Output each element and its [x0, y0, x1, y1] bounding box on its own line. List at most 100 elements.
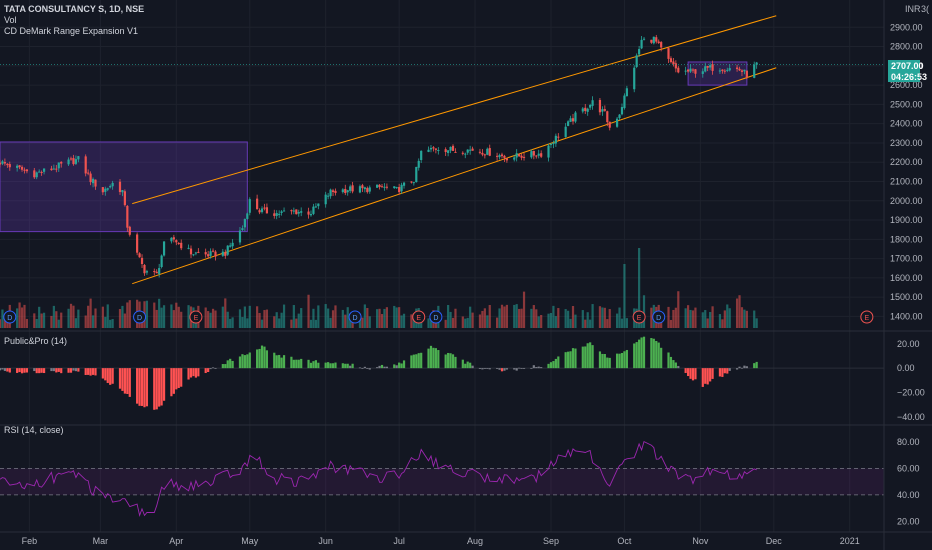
volume-bar	[451, 317, 455, 328]
candle-body	[57, 162, 60, 169]
public-pro-bar	[755, 361, 758, 369]
public-pro-bar	[324, 362, 327, 369]
public-pro-bar	[674, 362, 677, 369]
price-tick-label: 1600.00	[890, 273, 923, 283]
public-pro-legend[interactable]: Public&Pro (14)	[4, 336, 68, 346]
candlesticks	[0, 34, 758, 278]
public-pro-bar	[361, 368, 364, 369]
public-pro-bar	[207, 368, 210, 373]
candle-body	[258, 210, 261, 213]
candle-body	[451, 145, 455, 151]
candle-body	[498, 155, 501, 158]
candle-body	[121, 190, 124, 193]
candle-body	[292, 210, 295, 212]
volume-bar	[162, 305, 166, 328]
public-pro-bar	[689, 368, 692, 379]
price-axis[interactable]: 1400.00 1500.00 1600.00 1700.00 1800.00 1900.…	[890, 22, 923, 321]
trend-channel[interactable]	[132, 15, 777, 285]
volume-bar	[295, 318, 298, 328]
candle-body	[540, 153, 543, 157]
volume-bar	[246, 318, 249, 328]
public-pro-bar	[513, 368, 516, 370]
volume-bar	[518, 308, 521, 328]
public-pro-bar	[735, 368, 739, 370]
public-pro-bar	[84, 368, 87, 376]
public-pro-bar	[615, 353, 619, 369]
public-pro-bar	[635, 342, 638, 369]
candle-body	[67, 159, 70, 165]
rsi-axis[interactable]: 80.00 60.00 40.00 20.00	[897, 437, 920, 527]
candle-body	[410, 181, 413, 183]
volume-bar	[380, 314, 384, 328]
candle-body	[214, 251, 217, 257]
candle-body	[349, 186, 352, 191]
public-pro-bar	[586, 343, 589, 369]
public-pro-bar	[231, 360, 234, 369]
volume-bar	[366, 308, 369, 328]
candle-body	[549, 144, 553, 146]
candle-body	[241, 228, 244, 230]
last-price-tag-bg	[888, 60, 920, 71]
rsi-legend[interactable]: RSI (14, close)	[4, 425, 64, 435]
public-pro-bar	[349, 365, 352, 369]
public-pro-bar	[376, 367, 379, 369]
public-pro-bar	[40, 368, 43, 373]
volume-bar	[290, 319, 293, 328]
public-pro-axis[interactable]: 20.00 0.00 −20.00 −40.00	[897, 339, 925, 422]
public-pro-bar	[620, 353, 624, 369]
candle-body	[402, 182, 406, 186]
public-pro-bar	[427, 348, 430, 369]
volume-bar	[35, 318, 38, 328]
candle-body	[434, 148, 437, 150]
corner-label: 3(	[921, 4, 929, 14]
volume-bar	[25, 318, 29, 328]
public-pro-bar	[447, 352, 450, 369]
volume-bar	[505, 304, 508, 328]
candle-body	[265, 207, 269, 214]
public-pro-bar	[432, 347, 435, 369]
candle-body	[520, 155, 523, 158]
public-pro-bar	[410, 355, 413, 369]
public-pro-bar	[660, 347, 663, 369]
volume-bar	[549, 312, 553, 328]
time-axis[interactable]: Feb Mar Apr May Jun Jul Aug Sep Oct Nov Dec 2021	[22, 536, 860, 546]
last-price-tag: 2707.00 04:26:53	[888, 60, 927, 82]
public-pro-bar	[0, 368, 2, 371]
volume-legend[interactable]: Vol	[4, 15, 17, 25]
candle-body	[518, 154, 521, 157]
volume-bar	[547, 313, 550, 328]
candle-body	[25, 169, 29, 172]
candle-body	[684, 70, 687, 72]
candle-body	[346, 190, 349, 193]
volume-bar	[726, 304, 729, 328]
candle-body	[123, 191, 126, 206]
volume-bar	[591, 304, 594, 328]
indicator-legend[interactable]: CD DeMark Range Expansion V1	[4, 26, 139, 36]
volume-bar	[123, 313, 126, 328]
volume-bar	[447, 304, 450, 328]
candle-body	[23, 169, 26, 171]
volume-bar	[89, 298, 92, 328]
candle-body	[486, 148, 489, 155]
candle-body	[363, 187, 366, 190]
volume-bar	[686, 305, 690, 328]
public-pro-bar	[145, 368, 149, 407]
public-pro-bar	[265, 350, 269, 369]
volume-bar	[601, 307, 604, 328]
time-tick-label: 2021	[840, 536, 860, 546]
volume-bar	[111, 319, 114, 328]
candle-body	[275, 213, 278, 216]
public-pro-bar	[608, 357, 611, 369]
candle-body	[437, 150, 440, 152]
public-pro-bar	[175, 368, 178, 390]
volume-bar	[187, 305, 190, 328]
volume-bar	[20, 307, 24, 328]
volume-bar	[498, 308, 501, 328]
symbol-title[interactable]: TATA CONSULTANCY S, 1D, NSE	[4, 4, 145, 14]
candle-body	[192, 254, 195, 256]
candle-body	[295, 209, 298, 215]
public-pro-bar	[172, 368, 175, 394]
